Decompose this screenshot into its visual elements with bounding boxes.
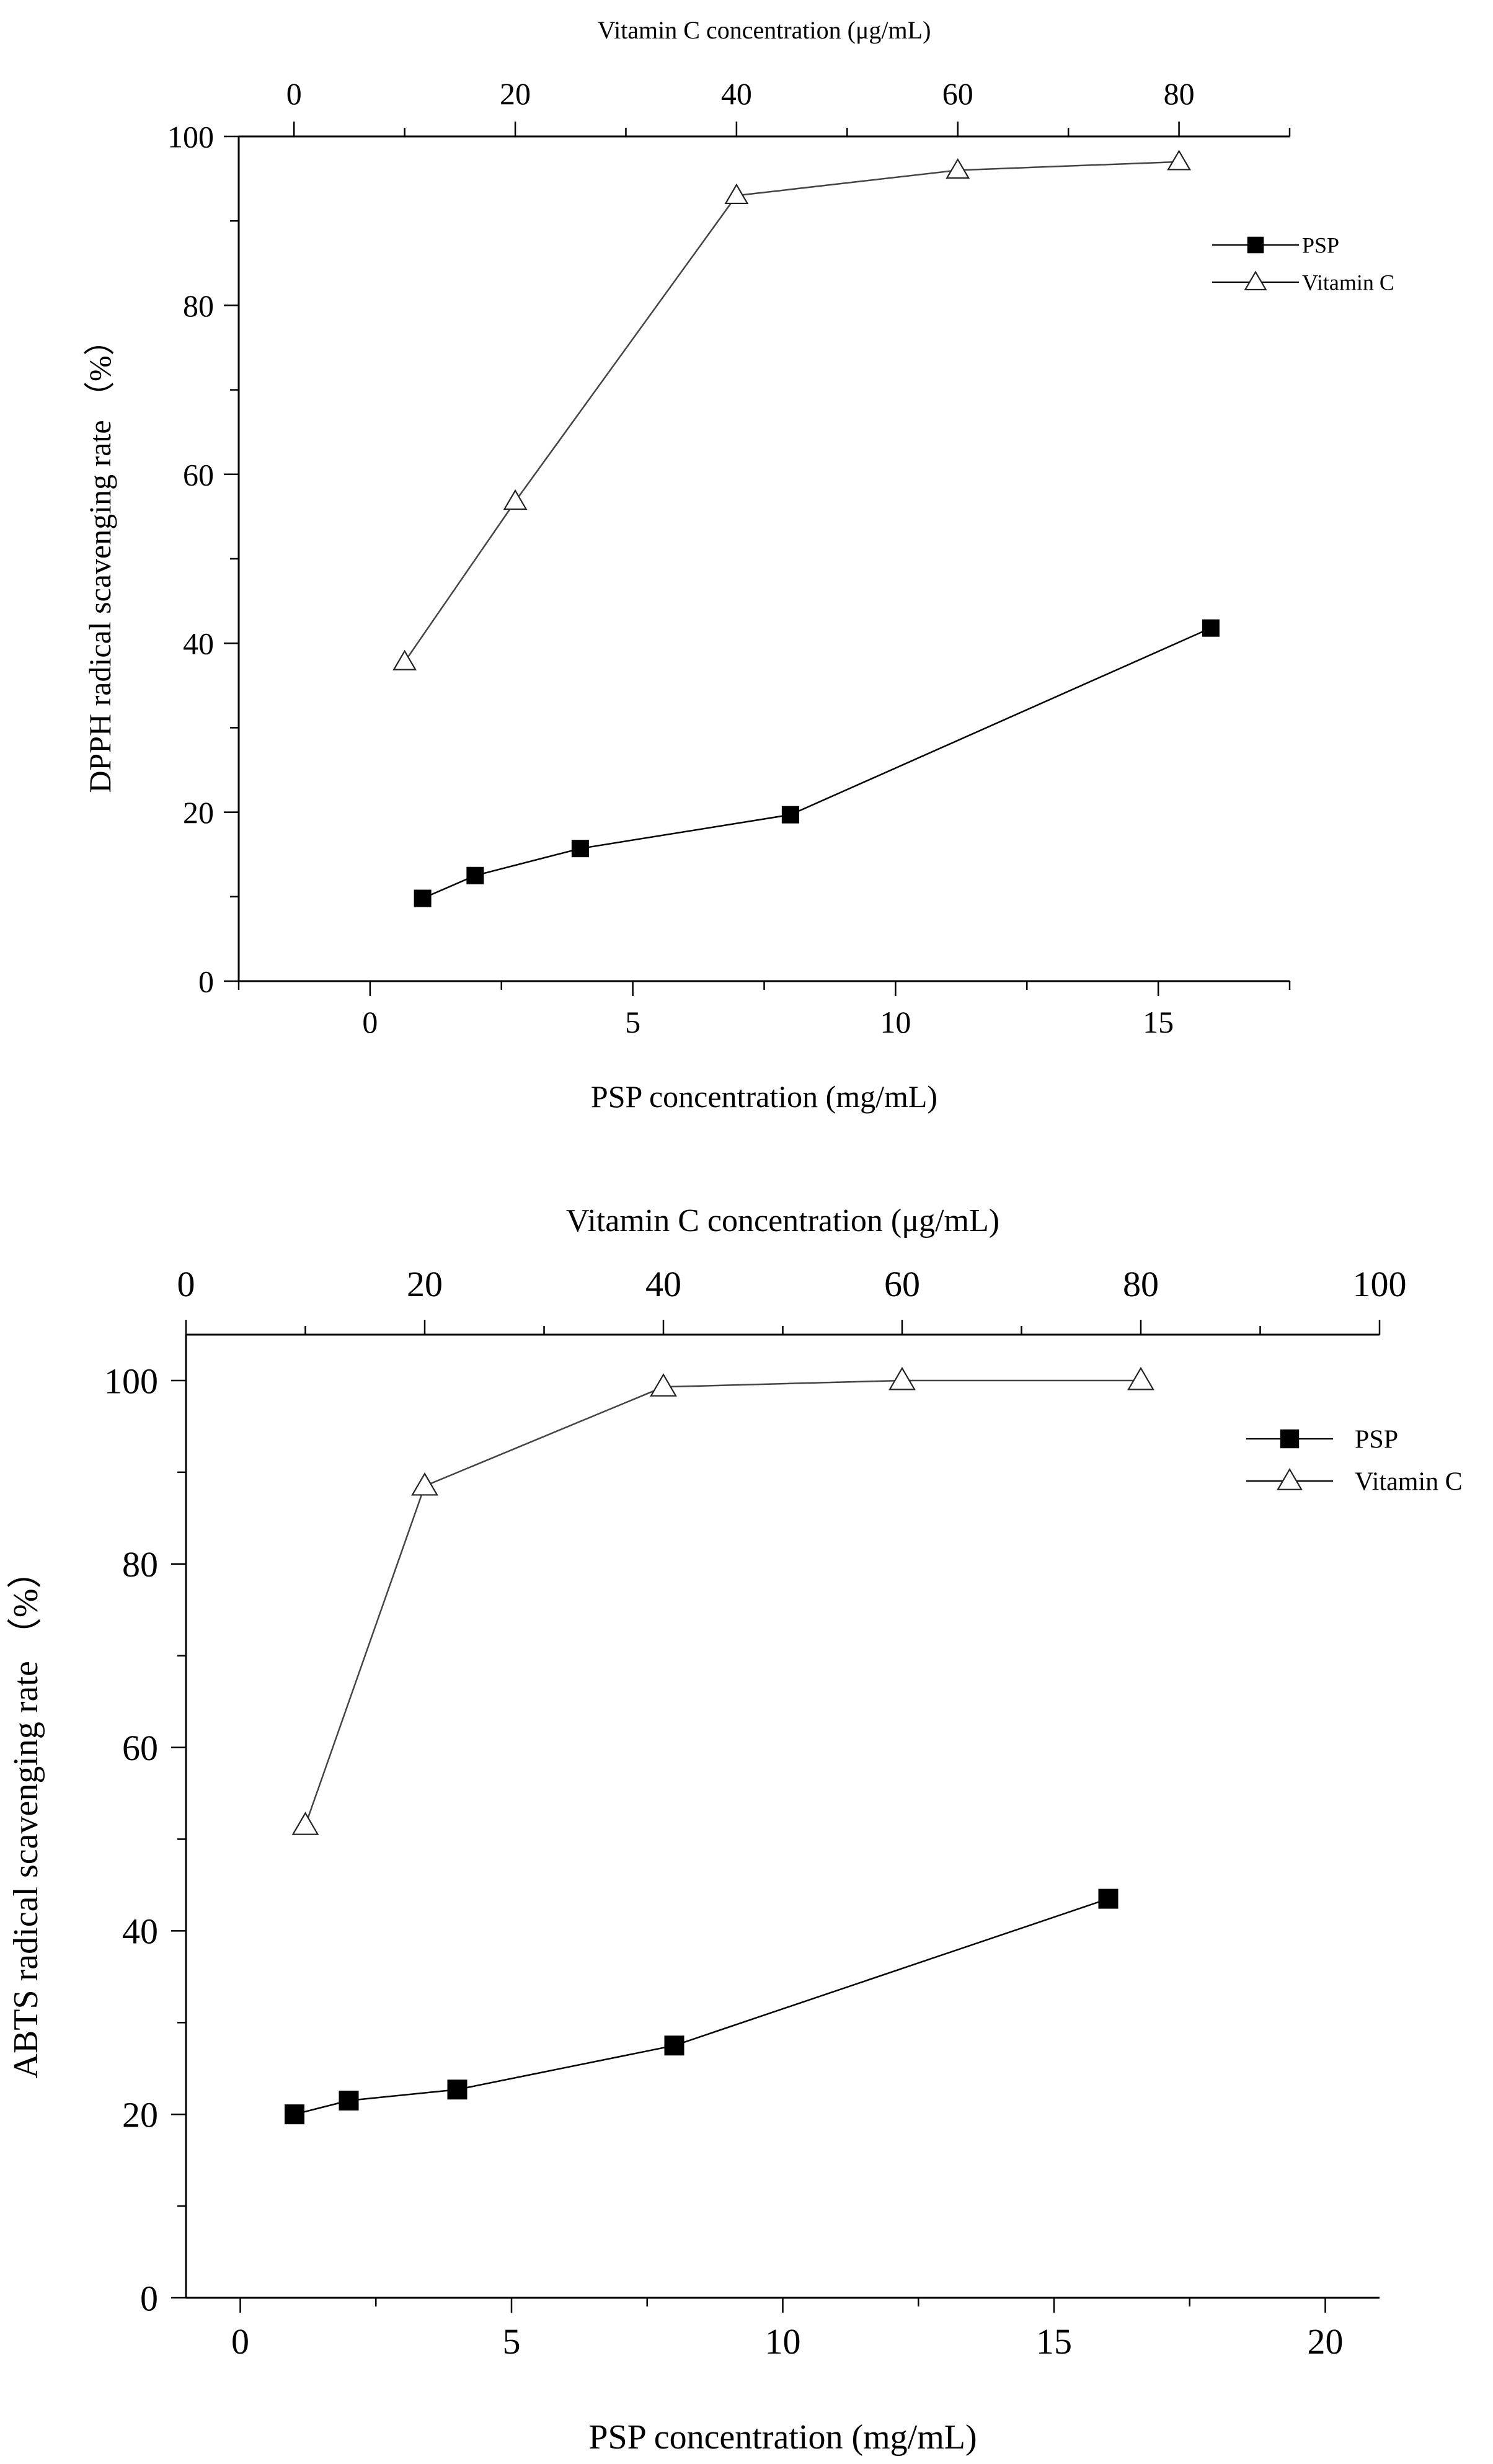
x-tick-label: 0: [231, 2321, 249, 2362]
data-point: [571, 840, 589, 858]
series-line: [294, 1898, 1109, 2115]
y-tick-label: 100: [104, 1361, 158, 1401]
x2-tick-label: 80: [1123, 1264, 1159, 1304]
x-tick-label: 10: [880, 1005, 911, 1039]
legend-label: Vitamin C: [1302, 270, 1394, 295]
y-tick-label: 80: [122, 1544, 158, 1585]
chart-panel-2: 0 20 40 60 80 100 0 5 10 15 20 0 20 40 60 80 100 Vitamin …: [7, 1203, 1463, 2457]
legend-marker: [1247, 236, 1264, 254]
x-axis-label: PSP concentration (mg/mL): [588, 2418, 977, 2457]
y-tick-label: 100: [167, 120, 214, 154]
x2-tick-label: 100: [1353, 1264, 1407, 1304]
data-point: [291, 1812, 319, 1835]
data-point: [724, 183, 749, 205]
legend: PSP Vitamin C: [1212, 233, 1394, 295]
legend-label: PSP: [1302, 233, 1339, 258]
series-line: [304, 1379, 1141, 1826]
data-point: [781, 806, 799, 824]
y-axis-label: ABTS radical scavenging rate （%）: [7, 1554, 45, 2079]
x-tick-label: 5: [625, 1005, 640, 1039]
y-tick-label: 40: [183, 626, 214, 661]
x-tick-label: 10: [765, 2321, 801, 2362]
series-psp: [414, 619, 1220, 907]
x2-tick-label: 40: [721, 76, 752, 111]
y-tick-label: 40: [122, 1911, 158, 1952]
x2-tick-label: 20: [407, 1264, 443, 1304]
data-point: [466, 866, 484, 884]
data-point: [411, 1472, 438, 1496]
series-vitamin-c: [392, 149, 1191, 670]
y-tick-label: 80: [183, 288, 214, 323]
data-point: [503, 489, 528, 510]
legend-label: PSP: [1355, 1426, 1398, 1454]
series-vitamin-c: [291, 1366, 1154, 1835]
y-tick-label: 20: [183, 795, 214, 830]
x-tick-label: 15: [1036, 2321, 1072, 2362]
x2-axis-label: Vitamin C concentration (μg/mL): [598, 16, 931, 44]
x-axis-label: PSP concentration (mg/mL): [591, 1079, 937, 1114]
x2-tick-label: 80: [1164, 76, 1195, 111]
data-point: [946, 158, 970, 179]
x2-tick-label: 0: [177, 1264, 195, 1304]
x2-axis-label: Vitamin C concentration (μg/mL): [566, 1203, 999, 1239]
x-tick-label: 0: [362, 1005, 378, 1039]
legend: PSP Vitamin C: [1246, 1426, 1463, 1497]
legend-marker: [1280, 1429, 1300, 1449]
x2-tick-label: 60: [884, 1264, 920, 1304]
data-point: [650, 1373, 677, 1397]
legend-marker: [1244, 270, 1267, 291]
y-tick-label: 20: [122, 2094, 158, 2135]
y-tick-label: 0: [140, 2278, 158, 2318]
data-point: [414, 889, 432, 907]
legend-label: Vitamin C: [1355, 1468, 1463, 1497]
legend-marker: [1277, 1467, 1303, 1490]
x-tick-label: 20: [1308, 2321, 1344, 2362]
x2-tick-label: 40: [645, 1264, 681, 1304]
x-tick-label: 5: [503, 2321, 521, 2362]
y-tick-label: 60: [122, 1728, 158, 1768]
data-point: [888, 1366, 916, 1390]
x2-tick-label: 0: [286, 76, 302, 111]
data-point: [664, 2035, 684, 2056]
data-point: [1127, 1366, 1154, 1390]
data-point: [285, 2104, 304, 2125]
series-line: [422, 627, 1212, 899]
data-point: [447, 2079, 467, 2100]
y-tick-label: 60: [183, 457, 214, 492]
data-point: [392, 649, 417, 670]
data-point: [1202, 619, 1220, 637]
x2-tick-label: 60: [942, 76, 973, 111]
series-psp: [285, 1888, 1119, 2125]
data-point: [1167, 149, 1191, 171]
x-tick-label: 15: [1143, 1005, 1174, 1039]
data-point: [339, 2091, 359, 2111]
y-axis-label: DPPH radical scavenging rate （%）: [82, 324, 117, 793]
x2-tick-label: 20: [500, 76, 531, 111]
chart-panel-1: 0 20 40 60 80 100 0 5 10 15 0 20 40 60 80 Vitamin C con…: [82, 16, 1394, 1114]
y-tick-label: 0: [198, 964, 214, 999]
series-line: [404, 161, 1179, 662]
data-point: [1098, 1888, 1119, 1909]
